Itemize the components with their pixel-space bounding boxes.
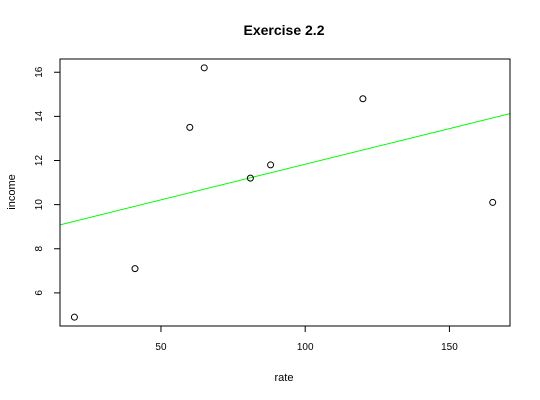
x-tick-label: 50 <box>155 342 167 353</box>
data-point <box>200 64 208 72</box>
plot-frame <box>59 58 511 327</box>
y-tick-label: 10 <box>34 199 45 211</box>
data-point <box>186 123 194 131</box>
data-point <box>267 161 275 169</box>
y-axis-title: income <box>6 174 18 209</box>
data-point <box>70 313 78 321</box>
data-point <box>131 265 139 273</box>
regression-line <box>60 113 510 226</box>
y-tick-label: 8 <box>34 246 45 252</box>
y-tick-label: 14 <box>34 110 45 122</box>
y-tick-label: 6 <box>34 290 45 296</box>
plot-area <box>60 64 510 321</box>
chart-title: Exercise 2.2 <box>244 22 325 38</box>
y-tick-label: 12 <box>34 155 45 167</box>
data-point <box>246 174 254 182</box>
x-tick-label: 150 <box>441 342 458 353</box>
y-tick-label: 16 <box>34 66 45 78</box>
data-point <box>359 95 367 103</box>
x-axis-title: rate <box>275 372 294 384</box>
data-point <box>489 198 497 206</box>
x-tick-label: 100 <box>297 342 314 353</box>
